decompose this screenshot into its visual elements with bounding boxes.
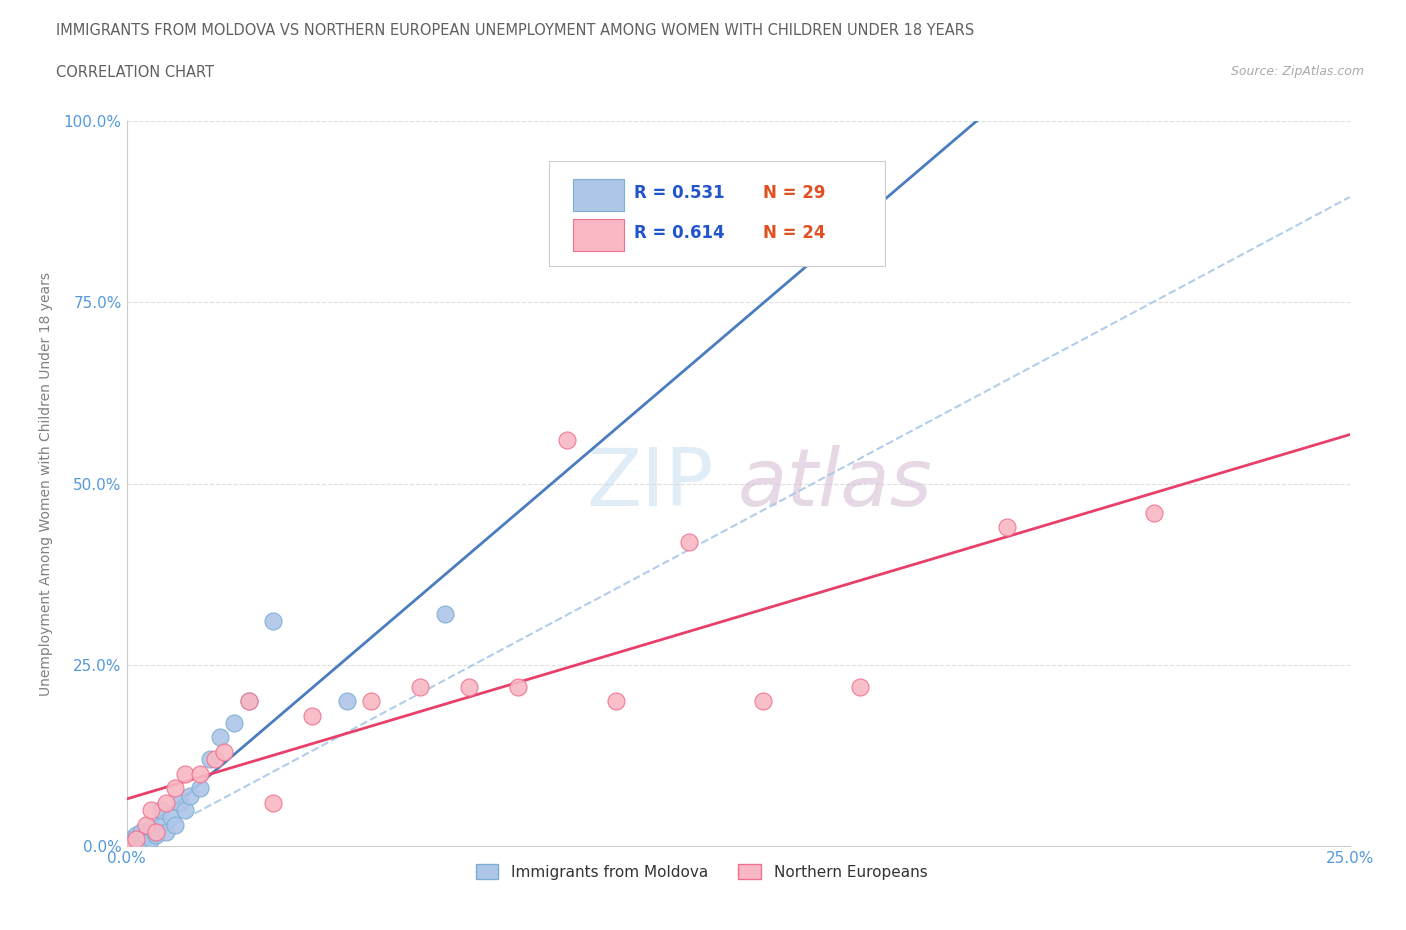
Point	[139, 803, 162, 817]
Point	[139, 821, 162, 836]
FancyBboxPatch shape	[548, 161, 884, 266]
Point	[129, 831, 152, 846]
Point	[605, 694, 627, 709]
Point	[188, 781, 211, 796]
Point	[135, 817, 157, 832]
Text: IMMIGRANTS FROM MOLDOVA VS NORTHERN EUROPEAN UNEMPLOYMENT AMONG WOMEN WITH CHILD: IMMIGRANTS FROM MOLDOVA VS NORTHERN EURO…	[56, 23, 974, 38]
Point	[198, 751, 221, 766]
Point	[165, 781, 187, 796]
Point	[165, 817, 187, 832]
Point	[129, 824, 152, 839]
Point	[678, 534, 700, 549]
Point	[995, 520, 1018, 535]
Y-axis label: Unemployment Among Women with Children Under 18 years: Unemployment Among Women with Children U…	[38, 272, 52, 696]
Point	[238, 694, 260, 709]
Point	[1143, 505, 1166, 520]
Point	[120, 831, 142, 846]
Point	[238, 694, 260, 709]
Point	[506, 679, 529, 694]
Text: ZIP: ZIP	[586, 445, 714, 523]
Point	[555, 432, 578, 447]
Point	[159, 810, 181, 825]
Point	[174, 803, 197, 817]
FancyBboxPatch shape	[574, 219, 624, 251]
Point	[125, 828, 148, 843]
Point	[169, 795, 191, 810]
Text: atlas: atlas	[738, 445, 934, 523]
Point	[155, 824, 177, 839]
Point	[409, 679, 432, 694]
Point	[135, 835, 157, 850]
Point	[179, 788, 201, 803]
Point	[149, 817, 172, 832]
Point	[433, 606, 456, 621]
Point	[155, 795, 177, 810]
FancyBboxPatch shape	[574, 179, 624, 211]
Point	[204, 751, 226, 766]
Point	[115, 839, 138, 854]
Point	[115, 839, 138, 854]
Text: N = 29: N = 29	[762, 184, 825, 203]
Point	[174, 766, 197, 781]
Point	[125, 831, 148, 846]
Point	[301, 709, 323, 724]
Point	[145, 824, 167, 839]
Point	[145, 824, 167, 839]
Point	[214, 745, 236, 760]
Text: Source: ZipAtlas.com: Source: ZipAtlas.com	[1230, 65, 1364, 78]
Point	[188, 766, 211, 781]
Point	[262, 614, 284, 629]
Text: CORRELATION CHART: CORRELATION CHART	[56, 65, 214, 80]
Point	[139, 831, 162, 846]
Point	[360, 694, 382, 709]
Text: R = 0.531: R = 0.531	[634, 184, 725, 203]
Point	[145, 828, 167, 843]
Point	[135, 828, 157, 843]
Point	[224, 715, 246, 730]
Point	[125, 835, 148, 850]
Point	[849, 679, 872, 694]
Point	[336, 694, 359, 709]
Point	[262, 795, 284, 810]
Text: N = 24: N = 24	[762, 224, 825, 243]
Text: R = 0.614: R = 0.614	[634, 224, 725, 243]
Point	[458, 679, 481, 694]
Point	[120, 835, 142, 850]
Legend: Immigrants from Moldova, Northern Europeans: Immigrants from Moldova, Northern Europe…	[470, 857, 934, 885]
Point	[751, 694, 773, 709]
Point	[208, 730, 231, 745]
Point	[149, 803, 172, 817]
